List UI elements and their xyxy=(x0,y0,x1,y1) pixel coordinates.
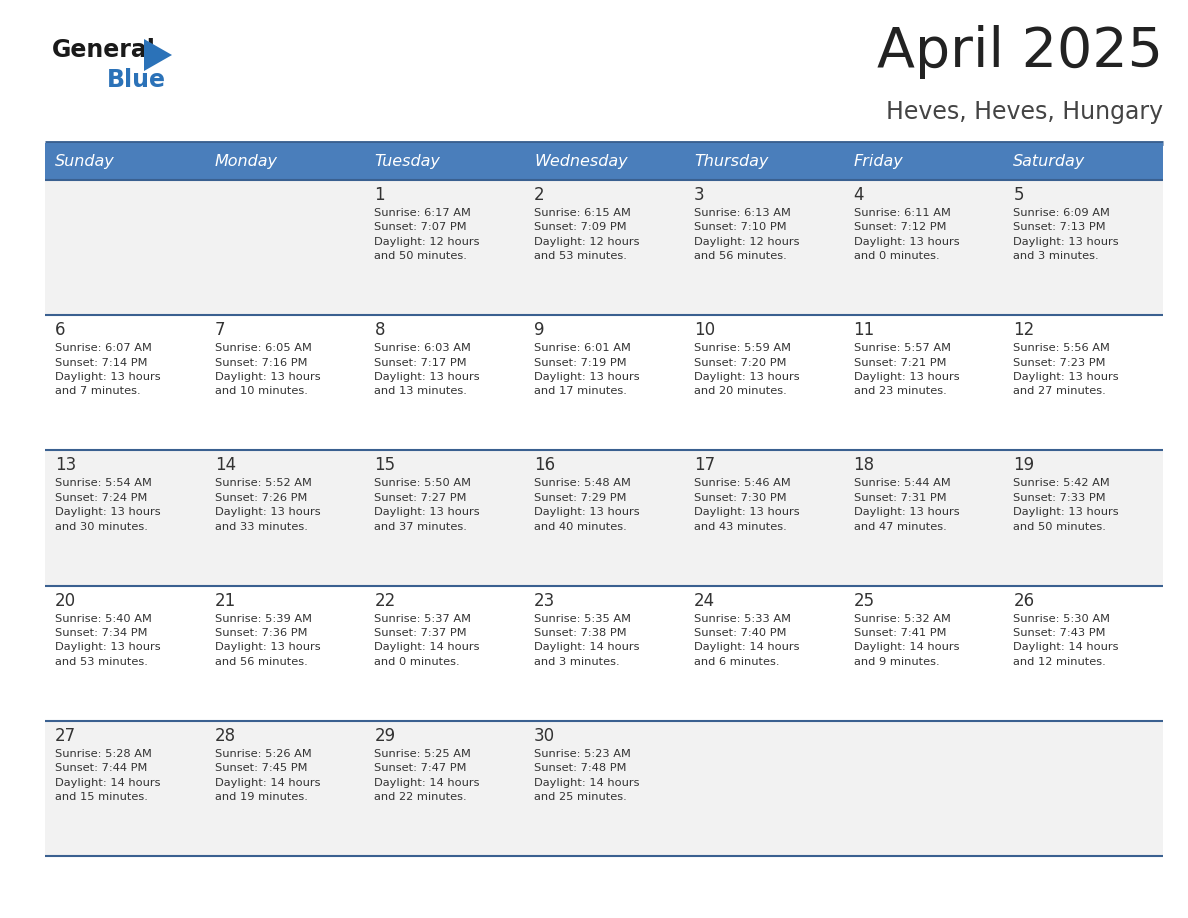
Text: Sunrise: 5:30 AM
Sunset: 7:43 PM
Daylight: 14 hours
and 12 minutes.: Sunrise: 5:30 AM Sunset: 7:43 PM Dayligh… xyxy=(1013,613,1119,666)
Text: 10: 10 xyxy=(694,321,715,339)
Text: Wednesday: Wednesday xyxy=(535,154,627,169)
Text: 9: 9 xyxy=(535,321,544,339)
Text: Sunrise: 5:37 AM
Sunset: 7:37 PM
Daylight: 14 hours
and 0 minutes.: Sunrise: 5:37 AM Sunset: 7:37 PM Dayligh… xyxy=(374,613,480,666)
Text: 3: 3 xyxy=(694,186,704,204)
Text: Sunrise: 5:28 AM
Sunset: 7:44 PM
Daylight: 14 hours
and 15 minutes.: Sunrise: 5:28 AM Sunset: 7:44 PM Dayligh… xyxy=(55,749,160,802)
Text: 6: 6 xyxy=(55,321,65,339)
Text: 2: 2 xyxy=(535,186,545,204)
Text: 22: 22 xyxy=(374,591,396,610)
Text: Sunrise: 5:54 AM
Sunset: 7:24 PM
Daylight: 13 hours
and 30 minutes.: Sunrise: 5:54 AM Sunset: 7:24 PM Dayligh… xyxy=(55,478,160,532)
Text: 27: 27 xyxy=(55,727,76,744)
Text: 25: 25 xyxy=(853,591,874,610)
Text: 11: 11 xyxy=(853,321,874,339)
Text: 15: 15 xyxy=(374,456,396,475)
Text: 23: 23 xyxy=(535,591,556,610)
Text: Sunrise: 5:33 AM
Sunset: 7:40 PM
Daylight: 14 hours
and 6 minutes.: Sunrise: 5:33 AM Sunset: 7:40 PM Dayligh… xyxy=(694,613,800,666)
Text: Sunrise: 5:57 AM
Sunset: 7:21 PM
Daylight: 13 hours
and 23 minutes.: Sunrise: 5:57 AM Sunset: 7:21 PM Dayligh… xyxy=(853,343,959,397)
Text: 18: 18 xyxy=(853,456,874,475)
Bar xyxy=(365,143,524,180)
Polygon shape xyxy=(144,39,172,71)
Text: Sunrise: 6:13 AM
Sunset: 7:10 PM
Daylight: 12 hours
and 56 minutes.: Sunrise: 6:13 AM Sunset: 7:10 PM Dayligh… xyxy=(694,208,800,262)
Text: Sunrise: 6:17 AM
Sunset: 7:07 PM
Daylight: 12 hours
and 50 minutes.: Sunrise: 6:17 AM Sunset: 7:07 PM Dayligh… xyxy=(374,208,480,262)
Text: General: General xyxy=(52,38,156,62)
Text: Sunrise: 5:48 AM
Sunset: 7:29 PM
Daylight: 13 hours
and 40 minutes.: Sunrise: 5:48 AM Sunset: 7:29 PM Dayligh… xyxy=(535,478,640,532)
Text: Sunrise: 6:03 AM
Sunset: 7:17 PM
Daylight: 13 hours
and 13 minutes.: Sunrise: 6:03 AM Sunset: 7:17 PM Dayligh… xyxy=(374,343,480,397)
Text: Saturday: Saturday xyxy=(1013,154,1086,169)
Bar xyxy=(45,315,1163,451)
Text: Sunrise: 5:40 AM
Sunset: 7:34 PM
Daylight: 13 hours
and 53 minutes.: Sunrise: 5:40 AM Sunset: 7:34 PM Dayligh… xyxy=(55,613,160,666)
Text: Sunrise: 5:46 AM
Sunset: 7:30 PM
Daylight: 13 hours
and 43 minutes.: Sunrise: 5:46 AM Sunset: 7:30 PM Dayligh… xyxy=(694,478,800,532)
Text: Sunrise: 5:26 AM
Sunset: 7:45 PM
Daylight: 14 hours
and 19 minutes.: Sunrise: 5:26 AM Sunset: 7:45 PM Dayligh… xyxy=(215,749,321,802)
Text: April 2025: April 2025 xyxy=(877,25,1163,79)
Bar xyxy=(45,143,204,180)
Text: 1: 1 xyxy=(374,186,385,204)
Text: Sunrise: 5:39 AM
Sunset: 7:36 PM
Daylight: 13 hours
and 56 minutes.: Sunrise: 5:39 AM Sunset: 7:36 PM Dayligh… xyxy=(215,613,321,666)
Text: Sunrise: 5:32 AM
Sunset: 7:41 PM
Daylight: 14 hours
and 9 minutes.: Sunrise: 5:32 AM Sunset: 7:41 PM Dayligh… xyxy=(853,613,959,666)
Text: 28: 28 xyxy=(215,727,236,744)
Text: Tuesday: Tuesday xyxy=(374,154,441,169)
Text: Sunrise: 6:01 AM
Sunset: 7:19 PM
Daylight: 13 hours
and 17 minutes.: Sunrise: 6:01 AM Sunset: 7:19 PM Dayligh… xyxy=(535,343,640,397)
Text: Sunrise: 5:52 AM
Sunset: 7:26 PM
Daylight: 13 hours
and 33 minutes.: Sunrise: 5:52 AM Sunset: 7:26 PM Dayligh… xyxy=(215,478,321,532)
Bar xyxy=(524,143,684,180)
Bar xyxy=(684,143,843,180)
Bar xyxy=(204,143,365,180)
Text: 26: 26 xyxy=(1013,591,1035,610)
Text: Sunday: Sunday xyxy=(55,154,115,169)
Text: Thursday: Thursday xyxy=(694,154,769,169)
Text: Sunrise: 5:35 AM
Sunset: 7:38 PM
Daylight: 14 hours
and 3 minutes.: Sunrise: 5:35 AM Sunset: 7:38 PM Dayligh… xyxy=(535,613,639,666)
Text: Sunrise: 5:42 AM
Sunset: 7:33 PM
Daylight: 13 hours
and 50 minutes.: Sunrise: 5:42 AM Sunset: 7:33 PM Dayligh… xyxy=(1013,478,1119,532)
Text: 29: 29 xyxy=(374,727,396,744)
Text: 4: 4 xyxy=(853,186,864,204)
Text: 12: 12 xyxy=(1013,321,1035,339)
Text: 21: 21 xyxy=(215,591,236,610)
Bar xyxy=(45,451,1163,586)
Text: 14: 14 xyxy=(215,456,236,475)
Text: Sunrise: 5:23 AM
Sunset: 7:48 PM
Daylight: 14 hours
and 25 minutes.: Sunrise: 5:23 AM Sunset: 7:48 PM Dayligh… xyxy=(535,749,639,802)
Bar xyxy=(45,721,1163,856)
Text: Sunrise: 5:44 AM
Sunset: 7:31 PM
Daylight: 13 hours
and 47 minutes.: Sunrise: 5:44 AM Sunset: 7:31 PM Dayligh… xyxy=(853,478,959,532)
Text: Sunrise: 5:25 AM
Sunset: 7:47 PM
Daylight: 14 hours
and 22 minutes.: Sunrise: 5:25 AM Sunset: 7:47 PM Dayligh… xyxy=(374,749,480,802)
Text: 16: 16 xyxy=(535,456,555,475)
Text: Blue: Blue xyxy=(107,68,166,92)
Text: 19: 19 xyxy=(1013,456,1035,475)
Text: 20: 20 xyxy=(55,591,76,610)
Bar xyxy=(45,586,1163,721)
Text: Sunrise: 5:56 AM
Sunset: 7:23 PM
Daylight: 13 hours
and 27 minutes.: Sunrise: 5:56 AM Sunset: 7:23 PM Dayligh… xyxy=(1013,343,1119,397)
Text: Friday: Friday xyxy=(853,154,903,169)
Text: Sunrise: 6:09 AM
Sunset: 7:13 PM
Daylight: 13 hours
and 3 minutes.: Sunrise: 6:09 AM Sunset: 7:13 PM Dayligh… xyxy=(1013,208,1119,262)
Text: Sunrise: 5:50 AM
Sunset: 7:27 PM
Daylight: 13 hours
and 37 minutes.: Sunrise: 5:50 AM Sunset: 7:27 PM Dayligh… xyxy=(374,478,480,532)
Text: 17: 17 xyxy=(694,456,715,475)
Text: Sunrise: 6:07 AM
Sunset: 7:14 PM
Daylight: 13 hours
and 7 minutes.: Sunrise: 6:07 AM Sunset: 7:14 PM Dayligh… xyxy=(55,343,160,397)
Bar xyxy=(1004,143,1163,180)
Text: 13: 13 xyxy=(55,456,76,475)
Bar xyxy=(843,143,1004,180)
Text: Sunrise: 5:59 AM
Sunset: 7:20 PM
Daylight: 13 hours
and 20 minutes.: Sunrise: 5:59 AM Sunset: 7:20 PM Dayligh… xyxy=(694,343,800,397)
Text: 24: 24 xyxy=(694,591,715,610)
Text: 5: 5 xyxy=(1013,186,1024,204)
Text: Sunrise: 6:05 AM
Sunset: 7:16 PM
Daylight: 13 hours
and 10 minutes.: Sunrise: 6:05 AM Sunset: 7:16 PM Dayligh… xyxy=(215,343,321,397)
Text: 30: 30 xyxy=(535,727,555,744)
Text: Monday: Monday xyxy=(215,154,278,169)
Text: Sunrise: 6:11 AM
Sunset: 7:12 PM
Daylight: 13 hours
and 0 minutes.: Sunrise: 6:11 AM Sunset: 7:12 PM Dayligh… xyxy=(853,208,959,262)
Text: Heves, Heves, Hungary: Heves, Heves, Hungary xyxy=(886,100,1163,124)
Text: 7: 7 xyxy=(215,321,226,339)
Text: Sunrise: 6:15 AM
Sunset: 7:09 PM
Daylight: 12 hours
and 53 minutes.: Sunrise: 6:15 AM Sunset: 7:09 PM Dayligh… xyxy=(535,208,639,262)
Text: 8: 8 xyxy=(374,321,385,339)
Bar xyxy=(45,180,1163,315)
